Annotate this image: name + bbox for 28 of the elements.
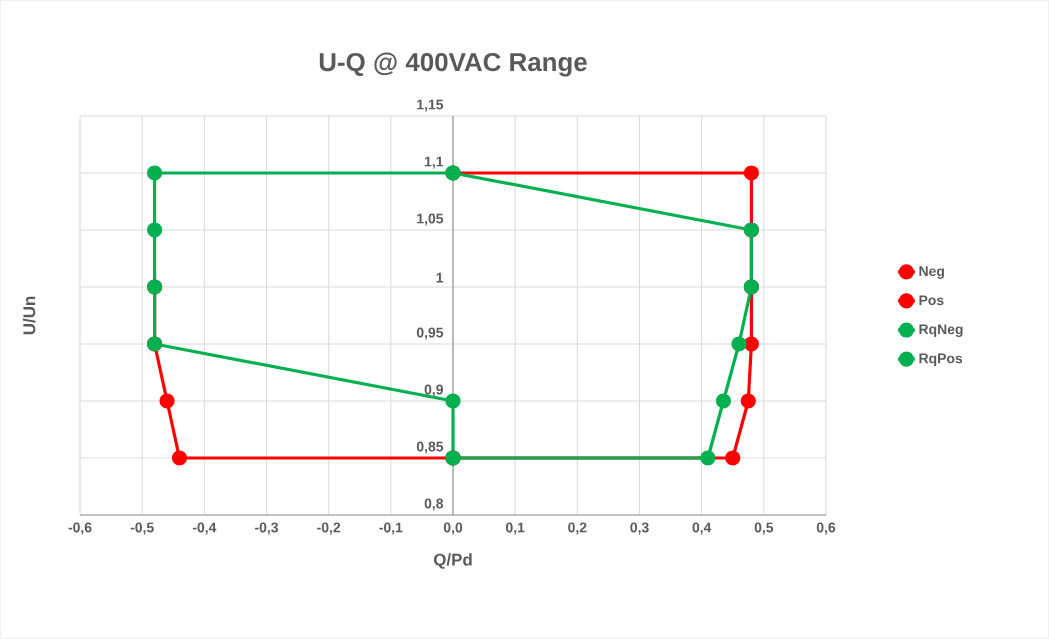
x-tick-label: 0,4 [692,522,712,535]
y-tick-label: 1,05 [417,213,444,226]
x-tick-label: -0,1 [379,522,403,535]
x-tick-label: 0,2 [568,522,587,535]
y-tick-label: 1 [436,272,444,283]
x-tick-label: -0,2 [317,522,341,535]
x-tick-label: -0,6 [68,522,92,535]
x-tick-label: -0,5 [130,522,154,535]
x-tick-label: 0,5 [754,522,774,535]
chart-title: U-Q @ 400VAC Range [319,52,587,77]
x-tick-label: -0,3 [255,522,279,535]
y-tick-label: 0,8 [424,498,444,511]
x-tick-label: 0,0 [443,522,463,535]
x-tick-label: 0,6 [816,522,836,535]
legend-label: Neg [919,266,944,279]
x-tick-label: -0,4 [192,522,217,535]
y-tick-label: 1,15 [417,99,444,112]
y-tick-label: 0,9 [424,384,443,397]
legend-label: RqPos [919,353,963,367]
y-tick-label: 0,85 [416,441,444,454]
x-tick-label: 0,1 [506,522,525,535]
y-axis-title: U/Un [22,296,36,335]
legend-label: RqNeg [919,324,963,338]
legend-label: Pos [919,295,944,306]
x-axis-title: Q/Pd [433,553,472,569]
y-tick-label: 0,95 [416,327,444,340]
x-tick-label: 0,3 [630,522,649,535]
y-tick-label: 1,1 [424,156,444,169]
